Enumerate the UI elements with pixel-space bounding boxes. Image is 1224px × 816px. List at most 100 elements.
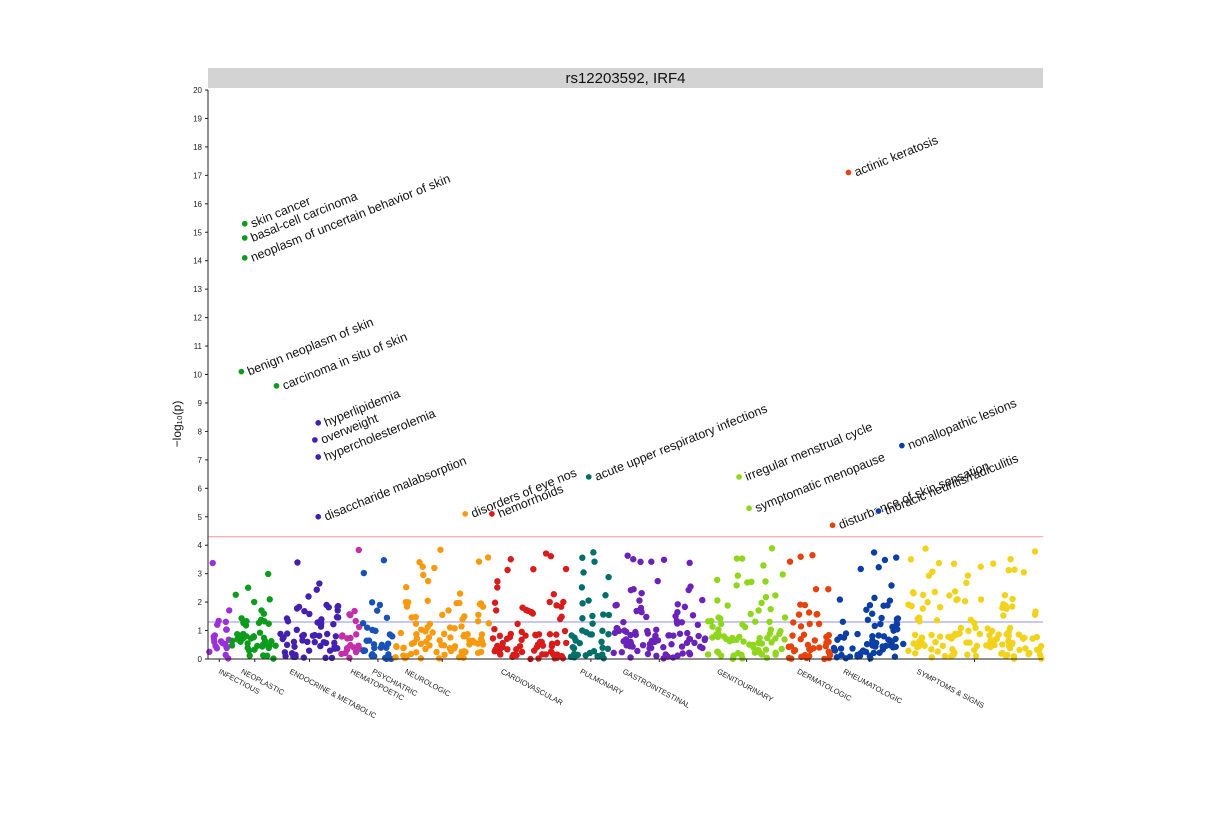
data-point xyxy=(234,636,241,643)
data-point xyxy=(461,613,468,620)
data-point xyxy=(672,612,679,620)
data-point xyxy=(907,556,915,563)
data-point xyxy=(919,591,927,599)
data-point xyxy=(879,643,886,650)
data-point xyxy=(260,610,268,617)
data-point xyxy=(660,556,668,563)
data-point xyxy=(646,640,654,648)
data-point xyxy=(579,600,586,607)
data-point xyxy=(299,637,306,644)
y-tick-label: 7 xyxy=(198,456,203,465)
data-point xyxy=(914,615,921,622)
data-point xyxy=(825,654,833,662)
data-point xyxy=(686,559,693,567)
data-point xyxy=(653,626,660,633)
data-point xyxy=(643,613,650,621)
data-point xyxy=(213,645,221,652)
data-point xyxy=(892,635,899,643)
data-point xyxy=(453,599,460,607)
data-point xyxy=(880,633,888,640)
data-point xyxy=(332,633,340,640)
data-point xyxy=(878,614,885,622)
data-point xyxy=(211,638,218,646)
data-point xyxy=(933,617,941,624)
y-tick-label: 20 xyxy=(193,86,202,95)
data-point xyxy=(475,558,483,565)
data-point xyxy=(323,601,330,609)
data-point xyxy=(729,634,736,642)
y-tick-label: 16 xyxy=(193,200,202,209)
data-point xyxy=(699,596,706,604)
data-point xyxy=(797,553,804,560)
data-point xyxy=(250,633,257,640)
data-point xyxy=(214,621,221,628)
data-point xyxy=(891,653,899,660)
data-point xyxy=(602,592,609,599)
data-point xyxy=(963,639,970,646)
data-point xyxy=(713,631,720,638)
data-point xyxy=(939,642,947,650)
data-point xyxy=(389,633,396,640)
data-point xyxy=(854,653,861,660)
data-point xyxy=(977,563,984,570)
data-point xyxy=(492,646,499,653)
data-point xyxy=(889,623,896,631)
data-point xyxy=(941,652,949,660)
annotated-point xyxy=(844,168,853,177)
annotated-point xyxy=(874,507,883,515)
data-point xyxy=(206,648,213,656)
data-point xyxy=(837,645,845,652)
data-point xyxy=(627,654,634,661)
data-point xyxy=(1020,634,1027,642)
data-point xyxy=(648,558,655,565)
data-point xyxy=(605,611,613,619)
data-points xyxy=(206,545,1045,663)
data-point xyxy=(580,569,587,576)
data-point xyxy=(931,588,939,596)
data-point xyxy=(461,648,468,655)
y-tick-label: 8 xyxy=(198,427,203,436)
data-point xyxy=(684,629,691,637)
data-point xyxy=(326,647,334,654)
data-point xyxy=(786,558,794,565)
data-point xyxy=(530,565,537,573)
data-point xyxy=(283,641,291,649)
data-point xyxy=(301,607,308,615)
data-point xyxy=(378,641,386,649)
data-point xyxy=(781,636,788,643)
data-point xyxy=(949,645,956,653)
data-point xyxy=(605,630,612,638)
data-point xyxy=(209,559,216,567)
data-point xyxy=(734,572,742,579)
data-point xyxy=(755,607,762,614)
data-point xyxy=(760,562,767,569)
annotated-point xyxy=(272,382,281,390)
data-point xyxy=(599,644,606,651)
data-point xyxy=(653,652,660,660)
data-point xyxy=(605,573,612,581)
data-point xyxy=(708,617,715,625)
data-point xyxy=(554,639,561,647)
data-point xyxy=(352,617,359,625)
data-point xyxy=(562,565,570,573)
data-point xyxy=(420,571,427,579)
data-point xyxy=(964,651,971,658)
y-tick-label: 11 xyxy=(194,342,203,351)
data-point xyxy=(359,620,367,627)
data-point xyxy=(972,624,979,632)
data-point xyxy=(630,556,637,563)
data-point xyxy=(246,652,253,659)
data-point xyxy=(747,610,754,618)
data-point xyxy=(599,627,606,635)
data-point xyxy=(368,599,376,606)
data-point xyxy=(244,640,251,647)
data-point xyxy=(722,635,730,643)
data-point xyxy=(932,638,939,646)
data-point xyxy=(413,649,420,656)
data-point xyxy=(290,638,298,646)
data-point xyxy=(713,576,721,584)
data-point xyxy=(477,600,485,607)
data-point xyxy=(718,620,725,628)
data-point xyxy=(695,632,702,640)
